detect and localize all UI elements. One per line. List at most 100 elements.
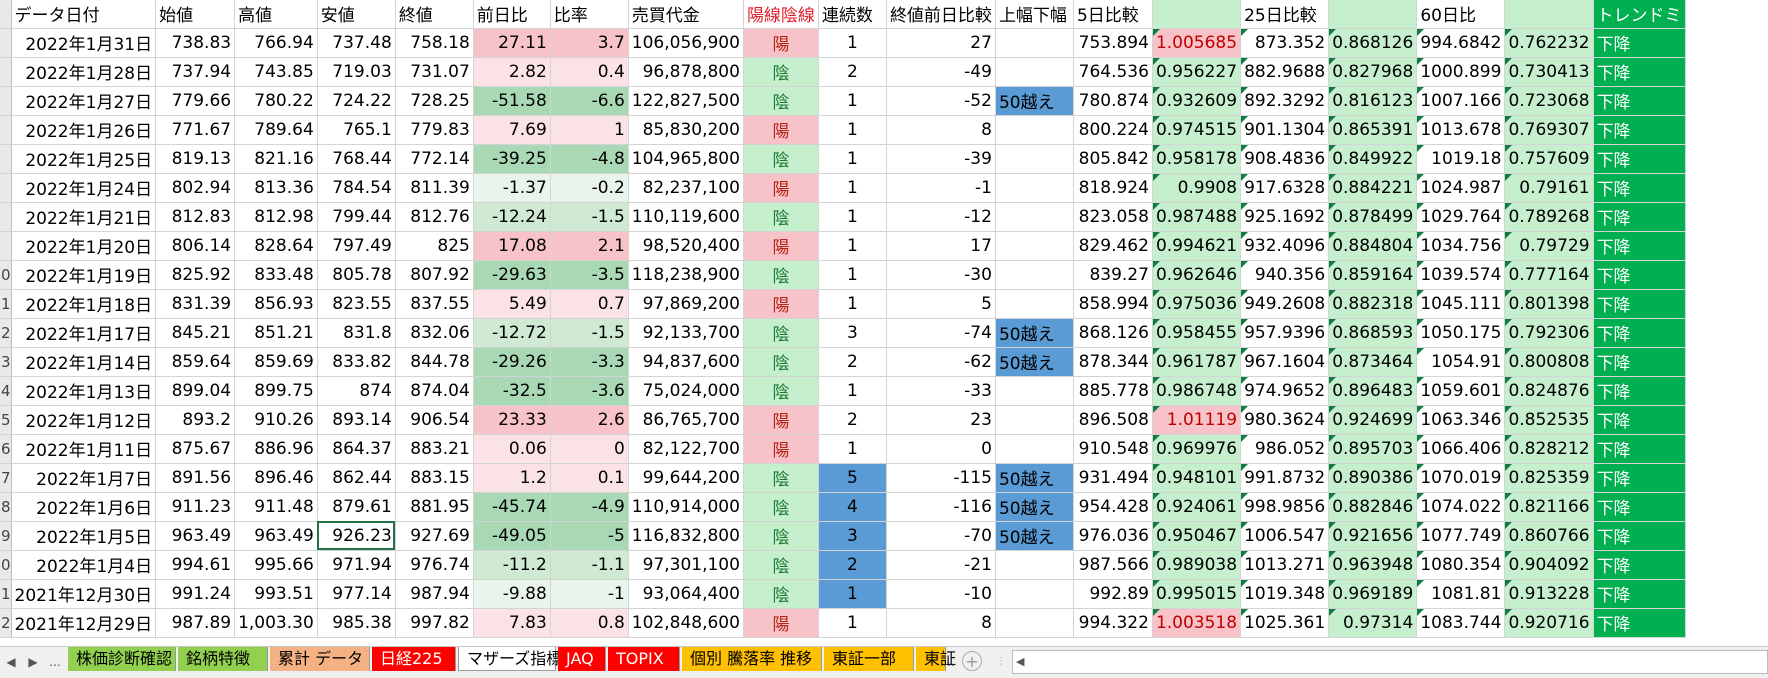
cell-25day[interactable]: 1006.547 [1240, 521, 1330, 551]
cell-25day-ratio[interactable]: 0.882846 [1328, 492, 1418, 522]
cell-range[interactable]: 50越え [995, 463, 1074, 493]
cell-25day[interactable]: 980.3624 [1240, 405, 1330, 435]
cell-trend[interactable]: 下降 [1593, 57, 1686, 87]
cell-60day-ratio[interactable]: 0.913228 [1504, 579, 1594, 609]
cell-5day-ratio[interactable]: 1.01119 [1152, 405, 1242, 435]
cell-change[interactable]: 2.82 [473, 57, 551, 87]
cell-25day[interactable]: 908.4836 [1240, 144, 1330, 174]
cell-volume[interactable]: 104,965,800 [628, 144, 744, 174]
cell-range[interactable]: 50越え [995, 347, 1074, 377]
cell-open[interactable]: 771.67 [155, 115, 236, 145]
cell-change[interactable]: 0.06 [473, 434, 551, 464]
cell-high[interactable]: 995.66 [234, 550, 318, 580]
cell-high[interactable]: 789.64 [234, 115, 318, 145]
cell-60day[interactable]: 1054.91 [1416, 347, 1506, 377]
cell-date[interactable]: 2022年1月24日 [11, 173, 157, 203]
cell-open[interactable]: 831.39 [155, 289, 236, 319]
cell-high[interactable]: 896.46 [234, 463, 318, 493]
cell-date[interactable]: 2022年1月31日 [11, 28, 157, 58]
cell-change[interactable]: -1.37 [473, 173, 551, 203]
cell-open[interactable]: 738.83 [155, 28, 236, 58]
cell-streak[interactable]: 3 [818, 521, 887, 551]
row-number[interactable]: 3 [0, 347, 12, 377]
cell-5day-ratio[interactable]: 1.005685 [1152, 28, 1242, 58]
cell-date[interactable]: 2022年1月14日 [11, 347, 157, 377]
cell-close-diff[interactable]: -52 [886, 86, 996, 116]
cell-trend[interactable]: 下降 [1593, 202, 1686, 232]
cell-25day-ratio[interactable]: 0.896483 [1328, 376, 1418, 406]
cell-low[interactable]: 805.78 [317, 260, 396, 290]
cell-60day[interactable]: 1007.166 [1416, 86, 1506, 116]
cell-5day-ratio[interactable]: 0.956227 [1152, 57, 1242, 87]
cell-close[interactable]: 997.82 [395, 608, 474, 638]
cell-close[interactable]: 779.83 [395, 115, 474, 145]
cell-close-diff[interactable]: -1 [886, 173, 996, 203]
row-number[interactable]: 2 [0, 608, 12, 638]
cell-trend[interactable]: 下降 [1593, 608, 1686, 638]
cell-25day-ratio[interactable]: 0.865391 [1328, 115, 1418, 145]
cell-60day[interactable]: 1063.346 [1416, 405, 1506, 435]
cell-5day[interactable]: 987.566 [1073, 550, 1153, 580]
cell-change[interactable]: 27.11 [473, 28, 551, 58]
cell-high[interactable]: 821.16 [234, 144, 318, 174]
cell-5day[interactable]: 885.778 [1073, 376, 1153, 406]
cell-60day[interactable]: 1034.756 [1416, 231, 1506, 261]
column-header[interactable]: データ日付 [11, 0, 157, 29]
cell-change[interactable]: -9.88 [473, 579, 551, 609]
tab-next-button[interactable]: ▶ [28, 655, 38, 669]
cell-change[interactable]: -45.74 [473, 492, 551, 522]
cell-close[interactable]: 772.14 [395, 144, 474, 174]
cell-5day[interactable]: 753.894 [1073, 28, 1153, 58]
cell-open[interactable]: 893.2 [155, 405, 236, 435]
cell-25day-ratio[interactable]: 0.873464 [1328, 347, 1418, 377]
cell-date[interactable]: 2022年1月26日 [11, 115, 157, 145]
cell-rate[interactable]: 1 [550, 115, 629, 145]
cell-date[interactable]: 2022年1月28日 [11, 57, 157, 87]
cell-streak[interactable]: 1 [818, 28, 887, 58]
cell-low[interactable]: 879.61 [317, 492, 396, 522]
cell-candle[interactable]: 陽 [743, 434, 819, 464]
cell-5day[interactable]: 992.89 [1073, 579, 1153, 609]
cell-60day[interactable]: 1024.987 [1416, 173, 1506, 203]
cell-trend[interactable]: 下降 [1593, 231, 1686, 261]
cell-candle[interactable]: 陰 [743, 260, 819, 290]
cell-range[interactable] [995, 28, 1074, 58]
cell-date[interactable]: 2021年12月30日 [11, 579, 157, 609]
cell-60day[interactable]: 1083.744 [1416, 608, 1506, 638]
cell-60day[interactable]: 1074.022 [1416, 492, 1506, 522]
cell-high[interactable]: 886.96 [234, 434, 318, 464]
cell-streak[interactable]: 2 [818, 57, 887, 87]
cell-25day[interactable]: 974.9652 [1240, 376, 1330, 406]
cell-high[interactable]: 833.48 [234, 260, 318, 290]
cell-5day-ratio[interactable]: 0.962646 [1152, 260, 1242, 290]
cell-volume[interactable]: 94,837,600 [628, 347, 744, 377]
row-number[interactable]: 0 [0, 260, 12, 290]
cell-close[interactable]: 976.74 [395, 550, 474, 580]
cell-streak[interactable]: 1 [818, 260, 887, 290]
cell-close-diff[interactable]: -10 [886, 579, 996, 609]
cell-open[interactable]: 812.83 [155, 202, 236, 232]
sheet-tab[interactable]: JAQ [558, 647, 606, 671]
cell-change[interactable]: 5.49 [473, 289, 551, 319]
cell-date[interactable]: 2022年1月13日 [11, 376, 157, 406]
cell-low[interactable]: 864.37 [317, 434, 396, 464]
cell-25day-ratio[interactable]: 0.868126 [1328, 28, 1418, 58]
cell-trend[interactable]: 下降 [1593, 28, 1686, 58]
cell-trend[interactable]: 下降 [1593, 405, 1686, 435]
cell-trend[interactable]: 下降 [1593, 550, 1686, 580]
cell-5day-ratio[interactable]: 0.9908 [1152, 173, 1242, 203]
cell-range[interactable] [995, 608, 1074, 638]
cell-60day-ratio[interactable]: 0.801398 [1504, 289, 1594, 319]
cell-5day[interactable]: 868.126 [1073, 318, 1153, 348]
cell-60day-ratio[interactable]: 0.723068 [1504, 86, 1594, 116]
cell-open[interactable]: 737.94 [155, 57, 236, 87]
cell-60day-ratio[interactable]: 0.769307 [1504, 115, 1594, 145]
cell-low[interactable]: 768.44 [317, 144, 396, 174]
cell-5day-ratio[interactable]: 1.003518 [1152, 608, 1242, 638]
cell-rate[interactable]: -3.6 [550, 376, 629, 406]
cell-change[interactable]: 1.2 [473, 463, 551, 493]
cell-range[interactable] [995, 376, 1074, 406]
cell-rate[interactable]: -4.8 [550, 144, 629, 174]
tab-ellipsis[interactable]: ... [943, 655, 955, 669]
cell-close[interactable]: 927.69 [395, 521, 474, 551]
